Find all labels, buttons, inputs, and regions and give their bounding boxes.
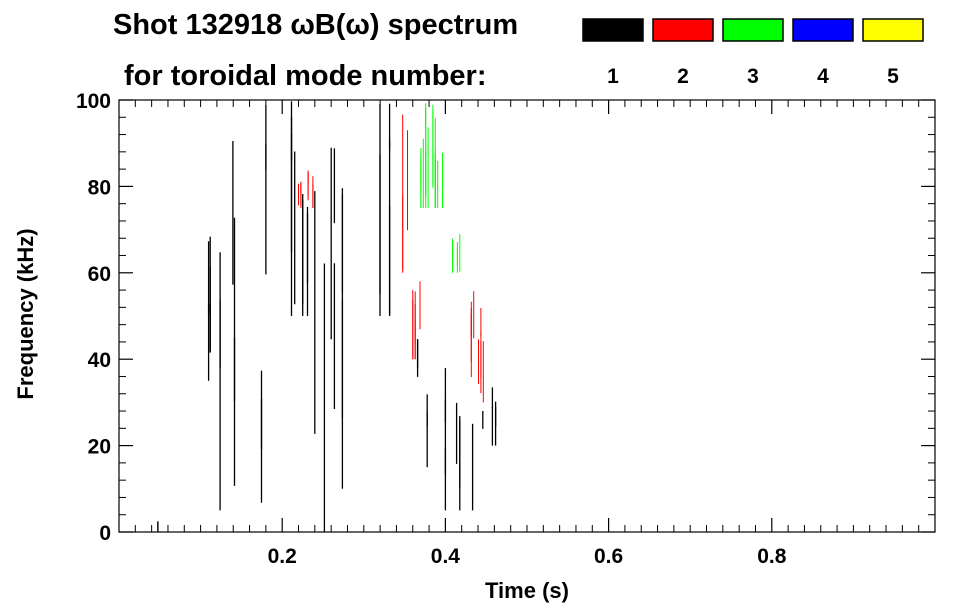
- legend-label-3: 3: [747, 65, 759, 88]
- spectrum-region-mode-3: [420, 103, 443, 208]
- spectrum-region-mode-2: [470, 291, 484, 403]
- plot-frame: [118, 99, 936, 533]
- legend-swatch-3: [722, 18, 784, 42]
- spectrum-region-mode-1: [314, 191, 326, 532]
- spectrum-region-mode-1: [379, 103, 391, 316]
- x-axis-label: Time (s): [485, 578, 569, 603]
- plot-axes: 0 20 40 60 80 100 0.2 0.4 0.6 0.8: [76, 90, 936, 568]
- spectrum-region-mode-1: [207, 236, 211, 381]
- y-tick-label: 60: [88, 263, 111, 286]
- x-tick-label: 0.6: [594, 545, 623, 568]
- chart-subtitle: for toroidal mode number:: [124, 60, 487, 92]
- y-tick-label: 20: [88, 436, 111, 459]
- y-tick-label: 40: [88, 349, 111, 372]
- y-tick-label: 80: [88, 176, 111, 199]
- legend-swatch-2: [652, 18, 714, 42]
- y-tick-label: 0: [99, 522, 111, 545]
- legend-swatch-5: [862, 18, 924, 42]
- spectrum-region-mode-2: [412, 281, 421, 360]
- spectrum-region-mode-1: [219, 141, 236, 511]
- spectrum-region-mode-1: [416, 339, 428, 468]
- spectrum-region-mode-1: [330, 147, 344, 489]
- x-tick-label: 0.2: [268, 545, 297, 568]
- spectrum-region-mode-2: [298, 170, 314, 208]
- y-tick-label: 100: [76, 90, 111, 113]
- spectrum-region-mode-1: [444, 368, 474, 511]
- legend-label-1: 1: [607, 65, 619, 88]
- spectrum-region-mode-1: [482, 387, 497, 446]
- legend-label-5: 5: [887, 65, 899, 88]
- legend-label-4: 4: [817, 65, 829, 88]
- legend: 1 2 3 4 5: [582, 18, 924, 88]
- legend-swatch-4: [792, 18, 854, 42]
- chart-title: Shot 132918 ωB(ω) spectrum: [113, 9, 518, 41]
- spectrum-region-mode-1: [265, 101, 309, 316]
- x-tick-label: 0.8: [757, 545, 787, 568]
- spectrum-region-mode-3: [452, 234, 461, 273]
- x-tick-label: 0.4: [431, 545, 461, 568]
- spectrum-region-mode-2: [402, 114, 408, 273]
- y-axis-label: Frequency (kHz): [13, 228, 38, 399]
- spectrum-area: [157, 101, 497, 532]
- legend-swatch-1: [582, 18, 644, 42]
- legend-label-2: 2: [677, 65, 689, 88]
